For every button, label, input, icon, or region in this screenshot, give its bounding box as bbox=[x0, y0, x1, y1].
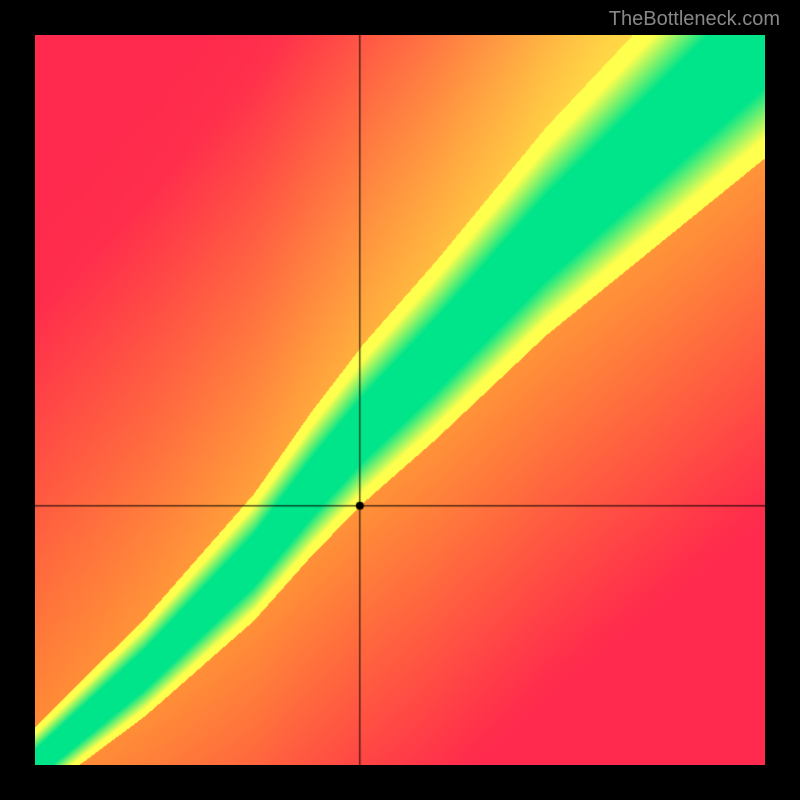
heatmap-canvas bbox=[35, 35, 765, 765]
bottleneck-heatmap bbox=[35, 35, 765, 765]
watermark-text: TheBottleneck.com bbox=[609, 8, 780, 31]
